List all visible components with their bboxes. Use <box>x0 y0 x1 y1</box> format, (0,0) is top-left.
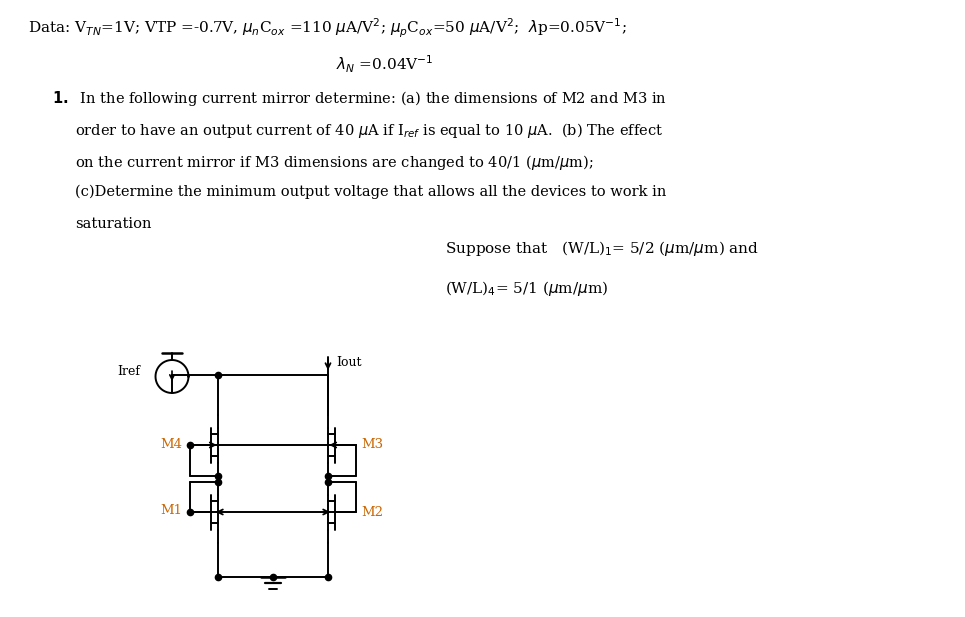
Text: (W/L)$_4$= 5/1 ($\mu$m/$\mu$m): (W/L)$_4$= 5/1 ($\mu$m/$\mu$m) <box>445 279 608 298</box>
Text: Suppose that   (W/L)$_1$= 5/2 ($\mu$m/$\mu$m) and: Suppose that (W/L)$_1$= 5/2 ($\mu$m/$\mu… <box>445 239 759 258</box>
Text: M1: M1 <box>160 504 182 517</box>
Text: $\lambda_N$ =0.04V$^{-1}$: $\lambda_N$ =0.04V$^{-1}$ <box>336 54 434 75</box>
Text: M4: M4 <box>160 439 182 452</box>
Text: M3: M3 <box>361 439 383 452</box>
Text: M2: M2 <box>361 505 383 518</box>
Text: Iref: Iref <box>117 365 140 378</box>
Text: Iout: Iout <box>336 355 362 368</box>
Text: $\mathbf{1.}$  In the following current mirror determine: (a) the dimensions of : $\mathbf{1.}$ In the following current m… <box>52 89 667 108</box>
Text: order to have an output current of 40 $\mu$A if I$_{ref}$ is equal to 10 $\mu$A.: order to have an output current of 40 $\… <box>75 121 663 140</box>
Text: (c)Determine the minimum output voltage that allows all the devices to work in: (c)Determine the minimum output voltage … <box>75 185 667 199</box>
Text: saturation: saturation <box>75 217 152 231</box>
Text: on the current mirror if M3 dimensions are changed to 40/1 ($\mu$m/$\mu$m);: on the current mirror if M3 dimensions a… <box>75 153 593 172</box>
Text: Data: V$_{TN}$=1V; VTP =-0.7V, $\mu_n$C$_{ox}$ =110 $\mu$A/V$^2$; $\mu_p$C$_{ox}: Data: V$_{TN}$=1V; VTP =-0.7V, $\mu_n$C$… <box>28 17 626 40</box>
